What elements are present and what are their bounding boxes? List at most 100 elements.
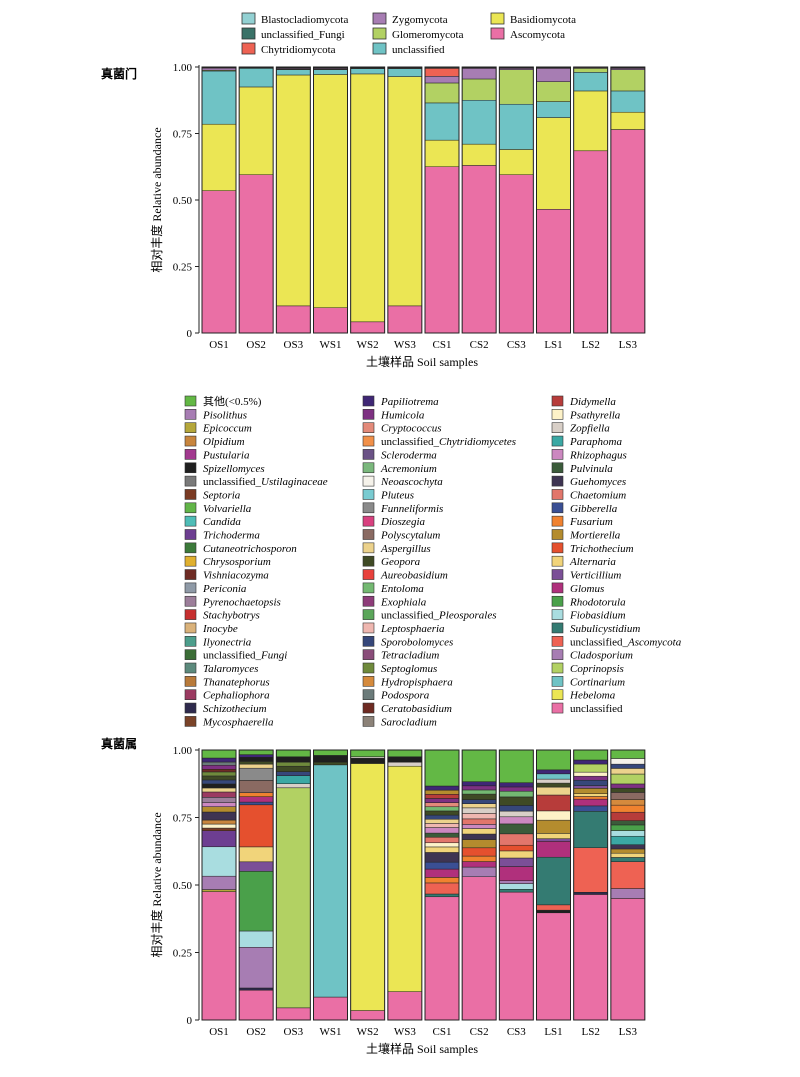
- x-tick-label: OS3: [284, 339, 304, 351]
- legend-label-rhodotorula: Rhodotorula: [569, 596, 626, 608]
- x-tick-label: CS1: [433, 339, 452, 351]
- bar-segment-subulicystidium: [499, 889, 534, 893]
- bar-segment-zygomycota: [461, 68, 497, 80]
- bar-segment-rhodotorula: [238, 871, 274, 932]
- bar-WS2: [350, 66, 386, 334]
- legend-label-ascomycota: Ascomycota: [510, 29, 565, 41]
- bar-segment-geopora: [201, 775, 237, 781]
- bar-outline: [536, 66, 571, 334]
- bar-segment-glomus: [536, 841, 571, 858]
- bar-segment-unclassified: [424, 896, 460, 1021]
- bar-segment-0-5: [201, 749, 237, 759]
- bar-OS3: [275, 66, 311, 334]
- bar-segment-entoloma: [424, 806, 460, 812]
- legend-label-chaetomium: Chaetomium: [570, 489, 626, 501]
- phylum-section-label: 真菌门: [101, 66, 137, 81]
- bar-segment-gibberella: [424, 861, 460, 870]
- legend-label-cutaneotrichosporon: Cutaneotrichosporon: [203, 543, 297, 555]
- legend-label-unclassified-fungi: unclassified_Fungi: [203, 650, 287, 662]
- legend-swatch-fusarium: [551, 515, 564, 527]
- legend-swatch-candida: [184, 515, 197, 527]
- legend-label-glomeromycota: Glomeromycota: [392, 29, 464, 41]
- bar-segment-fusarium: [424, 877, 460, 884]
- bar-segment-didymella: [536, 794, 571, 812]
- bar-WS1: [313, 749, 348, 1021]
- bar-outline: [275, 66, 311, 334]
- legend-label-trichoderma: Trichoderma: [203, 530, 260, 542]
- legend-swatch-mortierella: [551, 529, 564, 540]
- legend-label-entoloma: Entoloma: [380, 583, 424, 595]
- bar-segment-ascomycota: [536, 209, 571, 334]
- legend-label-psathyrella: Psathyrella: [569, 409, 621, 421]
- bar-segment-hebeloma: [387, 765, 423, 992]
- legend-swatch-stachybotrys: [184, 609, 197, 620]
- legend-label-fusarium: Fusarium: [569, 516, 613, 528]
- bar-segment-basidiomycota: [610, 111, 646, 130]
- bar-WS2: [350, 749, 386, 1021]
- legend-label-spizellomyces: Spizellomyces: [203, 463, 265, 475]
- bar-segment-papiliotrema: [573, 759, 608, 765]
- bar-segment-aspergillus: [424, 818, 460, 824]
- bar-CS1: [424, 66, 460, 334]
- bar-outline: [238, 66, 274, 334]
- legend-swatch-podospora: [362, 689, 375, 701]
- bar-segment-0-5: [424, 749, 460, 787]
- phylum-legend: Blastocladiomycota Zygomycota Basidiomycot…: [241, 12, 576, 56]
- bar-segment-unclassified-ascomycota: [610, 861, 646, 889]
- legend-swatch-chaetomium: [551, 489, 564, 500]
- bar-segment-chytridiomycota: [424, 68, 460, 77]
- bar-segment-humicola: [461, 785, 497, 791]
- bar-segment-vishniacozyma: [201, 768, 237, 773]
- legend-label-acremonium: Acremonium: [380, 463, 437, 475]
- bar-segment-0-5: [610, 749, 646, 759]
- bar-segment-papiliotrema: [499, 782, 534, 788]
- legend-label-unclassified-pleosporales: unclassified_Pleosporales: [381, 610, 497, 622]
- bar-segment-mortierella: [424, 789, 460, 795]
- legend-label-pisolithus: Pisolithus: [202, 409, 247, 421]
- y-tick-label: 0: [187, 1015, 193, 1027]
- bar-segment-mortierella: [461, 839, 497, 849]
- y-tick-label: 0: [187, 328, 193, 340]
- bar-LS1: [536, 66, 571, 334]
- bar-segment-alternaria: [573, 793, 608, 797]
- bar-outline: [201, 66, 237, 334]
- bar-segment-unclassified-ascomycota: [536, 904, 571, 911]
- legend-swatch-thanatephorus: [184, 676, 197, 687]
- legend-label-unclassified: unclassified: [570, 703, 623, 715]
- bar-segment-glomus: [238, 796, 274, 803]
- bar-segment-cephaliophora: [201, 791, 237, 798]
- bar-segment-verticillium: [536, 838, 571, 842]
- bar-segment-aspergillus: [201, 787, 237, 793]
- legend-swatch-zygomycota: [372, 12, 387, 25]
- bar-segment-paraphoma: [276, 775, 311, 785]
- bar-CS1: [424, 749, 460, 1021]
- legend-label-subulicystidium: Subulicystidium: [570, 623, 640, 635]
- legend-swatch-acremonium: [362, 462, 375, 474]
- bar-segment-ascomycota: [276, 305, 311, 334]
- legend-swatch-geopora: [362, 555, 375, 567]
- bar-segment-basidiomycota: [313, 74, 348, 308]
- legend-swatch-unclassified: [551, 702, 564, 714]
- legend-swatch-septoria: [184, 489, 197, 500]
- bar-segment-spizellomyces: [238, 757, 274, 762]
- legend-swatch-didymella: [551, 395, 564, 407]
- bar-segment-rhizophagus: [201, 802, 237, 807]
- bar-segment-unclassified-ascomycota: [573, 847, 608, 893]
- legend-swatch-0-5: [184, 395, 197, 407]
- bar-segment-alternaria: [461, 828, 497, 835]
- legend-swatch-papiliotrema: [362, 395, 375, 407]
- bar-outline: [387, 66, 423, 334]
- legend-label-cladosporium: Cladosporium: [570, 650, 633, 662]
- legend-label-candida: Candida: [203, 516, 241, 528]
- legend-label-cryptococcus: Cryptococcus: [381, 423, 441, 435]
- x-tick-label: CS2: [470, 1026, 489, 1038]
- bar-segment-geopora: [610, 787, 646, 793]
- legend-swatch-cortinarium: [551, 676, 564, 687]
- legend-label-rhizophagus: Rhizophagus: [569, 449, 627, 461]
- bar-outline: [313, 66, 348, 334]
- bar-LS3: [610, 749, 646, 1021]
- bar-LS2: [573, 749, 609, 1021]
- bar-segment-humicola: [610, 783, 646, 789]
- bar-segment-basidiomycota: [499, 149, 534, 175]
- bar-CS3: [498, 66, 534, 334]
